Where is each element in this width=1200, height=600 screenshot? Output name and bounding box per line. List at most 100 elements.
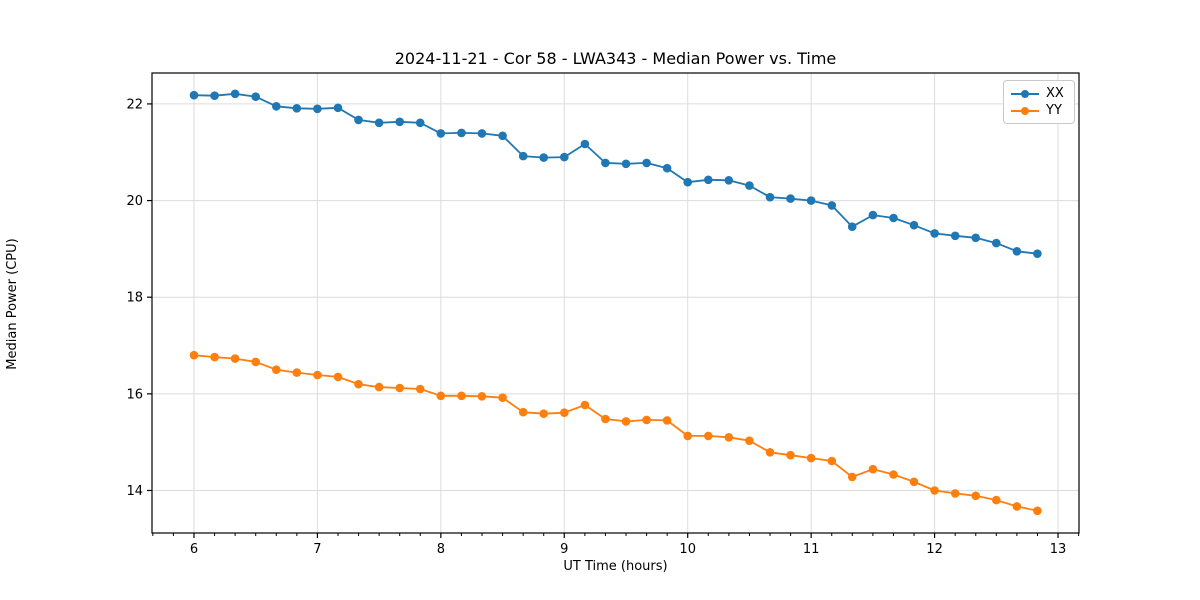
- data-point-xx: [333, 103, 343, 113]
- legend-label-xx: XX: [1046, 86, 1064, 101]
- data-point-yy: [457, 391, 466, 401]
- data-point-xx: [683, 177, 692, 187]
- data-point-yy: [642, 415, 651, 425]
- data-point-yy: [971, 491, 980, 501]
- data-point-yy: [601, 414, 610, 424]
- data-point-xx: [704, 175, 713, 185]
- data-point-yy: [415, 384, 425, 394]
- data-point-yy: [745, 436, 754, 446]
- data-point-xx: [950, 231, 960, 241]
- data-point-xx: [786, 194, 795, 203]
- legend-marker-icon: [1021, 106, 1029, 115]
- data-point-yy: [909, 477, 919, 487]
- data-point-xx: [230, 89, 240, 99]
- data-point-xx: [889, 213, 898, 223]
- data-point-yy: [354, 379, 363, 389]
- data-point-yy: [580, 400, 590, 410]
- data-point-xx: [477, 129, 487, 138]
- data-point-yy: [539, 409, 548, 419]
- data-point-xx: [662, 163, 672, 173]
- data-point-yy: [498, 393, 507, 403]
- data-point-xx: [1012, 247, 1022, 256]
- legend-label-yy: YY: [1046, 103, 1062, 118]
- x-tick-label: 9: [560, 542, 568, 557]
- data-point-yy: [230, 354, 240, 363]
- legend: XX YY: [1003, 80, 1075, 124]
- axes-spines: [151, 72, 1080, 534]
- data-point-yy: [683, 431, 692, 441]
- data-point-xx: [724, 176, 734, 185]
- data-point-yy: [477, 392, 487, 401]
- y-tick-label: 16: [126, 387, 143, 402]
- x-tick-label: 8: [437, 542, 445, 557]
- data-point-xx: [313, 104, 322, 114]
- data-point-yy: [704, 431, 713, 441]
- data-point-xx: [374, 118, 384, 128]
- data-point-xx: [518, 151, 528, 161]
- data-point-yy: [210, 352, 219, 362]
- data-point-xx: [1033, 249, 1042, 258]
- x-tick-label: 11: [803, 542, 820, 557]
- data-point-xx: [765, 192, 775, 202]
- data-point-xx: [415, 118, 425, 128]
- chart-title: 2024-11-21 - Cor 58 - LWA343 - Median Po…: [394, 49, 837, 68]
- data-point-yy: [292, 368, 302, 377]
- y-tick-label: 22: [126, 97, 143, 112]
- data-point-xx: [457, 128, 466, 138]
- data-point-xx: [395, 117, 405, 127]
- data-point-yy: [992, 495, 1001, 505]
- x-axis-label: UT Time (hours): [563, 559, 668, 574]
- data-point-yy: [189, 350, 199, 360]
- data-point-yy: [930, 486, 939, 495]
- legend-item-yy: YY: [1004, 102, 1074, 119]
- data-point-xx: [272, 102, 281, 111]
- data-point-yy: [724, 433, 734, 442]
- data-point-xx: [251, 92, 260, 101]
- data-point-yy: [313, 370, 322, 380]
- data-point-yy: [374, 382, 384, 392]
- data-point-yy: [950, 489, 960, 498]
- data-point-xx: [745, 181, 754, 190]
- data-point-yy: [889, 470, 898, 479]
- y-tick-label: 20: [126, 194, 143, 209]
- data-point-yy: [251, 357, 260, 367]
- x-tick-label: 6: [190, 542, 198, 557]
- data-point-xx: [909, 220, 919, 230]
- data-point-xx: [189, 90, 199, 100]
- data-point-yy: [395, 383, 405, 393]
- data-point-xx: [806, 196, 816, 205]
- data-point-yy: [662, 416, 672, 425]
- legend-swatch-yy: [1011, 106, 1039, 115]
- data-point-xx: [580, 139, 590, 149]
- data-point-yy: [1033, 506, 1042, 516]
- data-point-xx: [930, 229, 939, 238]
- data-point-yy: [786, 450, 795, 460]
- data-point-xx: [992, 238, 1001, 248]
- data-point-xx: [827, 201, 837, 210]
- y-axis-label: Median Power (CPU): [5, 238, 20, 370]
- legend-swatch-xx: [1011, 89, 1039, 98]
- x-tick-label: 10: [679, 542, 696, 557]
- data-point-yy: [765, 448, 775, 457]
- data-point-xx: [210, 91, 219, 100]
- legend-item-xx: XX: [1004, 85, 1074, 102]
- legend-marker-icon: [1021, 89, 1029, 98]
- data-point-xx: [354, 115, 363, 125]
- y-tick-label: 18: [126, 291, 143, 306]
- data-point-xx: [601, 158, 610, 168]
- data-point-yy: [806, 453, 816, 463]
- data-point-xx: [971, 233, 980, 243]
- data-point-xx: [560, 152, 569, 162]
- data-point-yy: [518, 407, 528, 417]
- data-point-yy: [272, 365, 281, 375]
- y-tick-label: 14: [126, 484, 143, 499]
- data-point-xx: [642, 158, 651, 168]
- x-tick-label: 13: [1050, 542, 1067, 557]
- data-point-xx: [436, 129, 446, 138]
- data-point-xx: [621, 159, 631, 169]
- data-point-xx: [292, 104, 302, 113]
- data-point-yy: [560, 408, 569, 418]
- data-point-yy: [436, 391, 446, 401]
- data-point-yy: [827, 456, 837, 466]
